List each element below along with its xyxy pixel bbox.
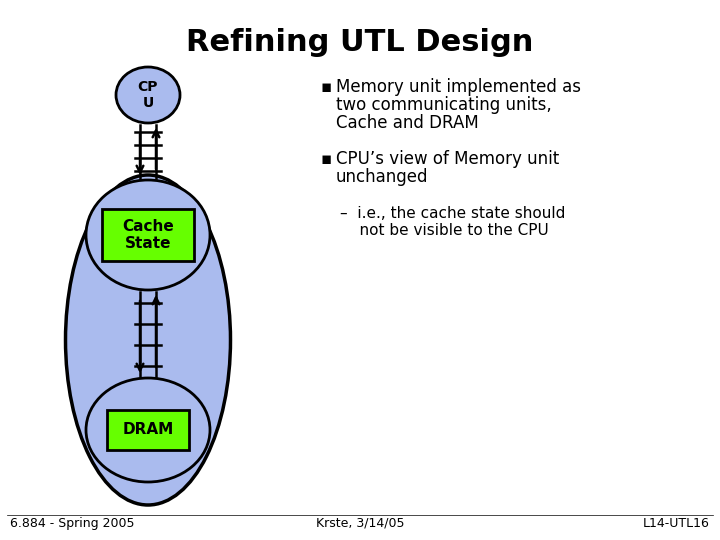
Text: –  i.e., the cache state should: – i.e., the cache state should bbox=[340, 206, 565, 221]
FancyBboxPatch shape bbox=[102, 209, 194, 261]
Text: DRAM: DRAM bbox=[122, 422, 174, 437]
Text: two communicating units,: two communicating units, bbox=[336, 96, 552, 114]
Ellipse shape bbox=[86, 378, 210, 482]
Text: ▪: ▪ bbox=[320, 150, 331, 168]
Ellipse shape bbox=[66, 175, 230, 505]
Text: Memory unit implemented as: Memory unit implemented as bbox=[336, 78, 581, 96]
Ellipse shape bbox=[116, 67, 180, 123]
FancyBboxPatch shape bbox=[107, 410, 189, 450]
Text: unchanged: unchanged bbox=[336, 168, 428, 186]
Text: CPU’s view of Memory unit: CPU’s view of Memory unit bbox=[336, 150, 559, 168]
Text: Krste, 3/14/05: Krste, 3/14/05 bbox=[316, 517, 404, 530]
Text: not be visible to the CPU: not be visible to the CPU bbox=[340, 223, 549, 238]
Ellipse shape bbox=[86, 180, 210, 290]
Text: Cache and DRAM: Cache and DRAM bbox=[336, 114, 479, 132]
Text: 6.884 - Spring 2005: 6.884 - Spring 2005 bbox=[10, 517, 135, 530]
Text: Cache
State: Cache State bbox=[122, 219, 174, 251]
Text: L14-UTL16: L14-UTL16 bbox=[643, 517, 710, 530]
Text: ▪: ▪ bbox=[320, 78, 331, 96]
Text: Refining UTL Design: Refining UTL Design bbox=[186, 28, 534, 57]
Text: CP
U: CP U bbox=[138, 80, 158, 110]
